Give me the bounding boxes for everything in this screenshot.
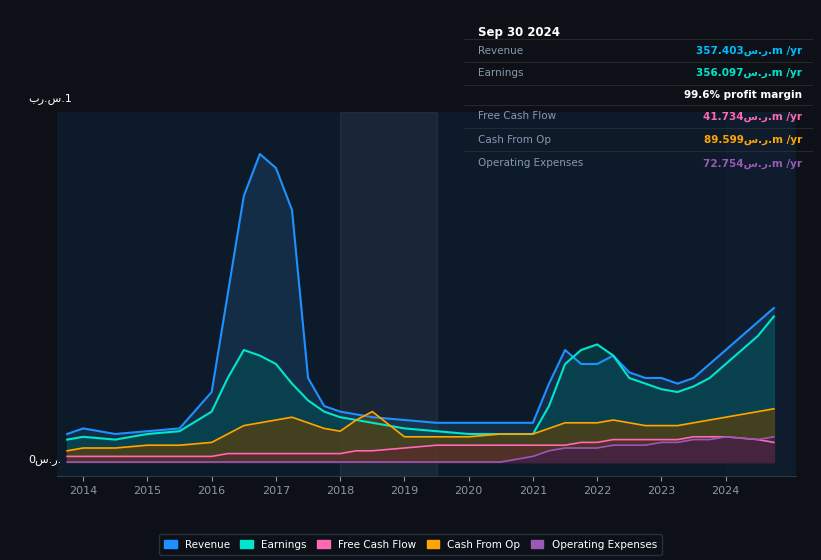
Text: 357.403س.ر.m /yr: 357.403س.ر.m /yr xyxy=(696,45,802,56)
Text: Earnings: Earnings xyxy=(478,68,523,78)
Text: 99.6% profit margin: 99.6% profit margin xyxy=(685,90,802,100)
Text: Revenue: Revenue xyxy=(478,46,523,56)
Bar xyxy=(340,112,437,476)
Text: 89.599س.ر.m /yr: 89.599س.ر.m /yr xyxy=(704,134,802,144)
Text: 356.097س.ر.m /yr: 356.097س.ر.m /yr xyxy=(696,68,802,78)
Legend: Revenue, Earnings, Free Cash Flow, Cash From Op, Operating Expenses: Revenue, Earnings, Free Cash Flow, Cash … xyxy=(159,534,662,555)
Text: Free Cash Flow: Free Cash Flow xyxy=(478,111,556,122)
Text: بر.س.1: بر.س.1 xyxy=(29,93,72,104)
Bar xyxy=(726,112,790,476)
Text: Operating Expenses: Operating Expenses xyxy=(478,158,583,169)
Text: 72.754س.ر.m /yr: 72.754س.ر.m /yr xyxy=(704,158,802,169)
Text: Cash From Op: Cash From Op xyxy=(478,134,551,144)
Text: Sep 30 2024: Sep 30 2024 xyxy=(478,26,560,39)
Text: 41.734س.ر.m /yr: 41.734س.ر.m /yr xyxy=(704,111,802,122)
Text: 0س.ر.: 0س.ر. xyxy=(29,454,62,465)
